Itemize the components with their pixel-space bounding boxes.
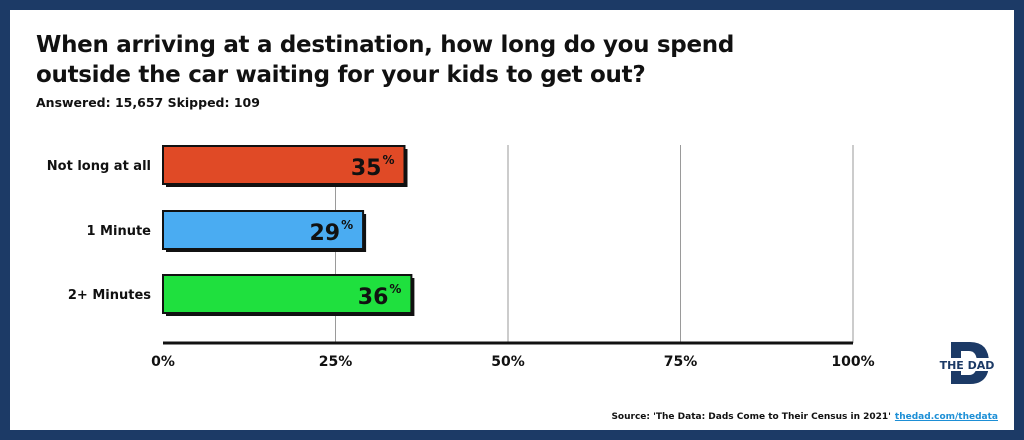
value-suffix: % — [341, 218, 353, 232]
x-tick-label: 50% — [491, 354, 525, 370]
category-label: 1 Minute — [86, 224, 151, 239]
source-text: Source: 'The Data: Dads Come to Their Ce… — [611, 412, 891, 422]
source-note: Source: 'The Data: Dads Come to Their Ce… — [611, 412, 998, 422]
bar — [162, 145, 406, 185]
value-suffix: % — [383, 153, 395, 167]
value-label: 36 — [358, 285, 389, 310]
value-label: 35 — [351, 156, 382, 181]
category-label: Not long at all — [47, 159, 151, 174]
x-tick-label: 100% — [831, 354, 874, 370]
bar — [162, 210, 365, 250]
response-stats: Answered: 15,657 Skipped: 109 — [36, 95, 260, 110]
chart-title: When arriving at a destination, how long… — [36, 32, 735, 88]
x-tick-label: 0% — [151, 354, 175, 370]
x-tick-label: 75% — [664, 354, 698, 370]
logo-text: THE DAD — [940, 359, 995, 372]
category-label: 2+ Minutes — [68, 288, 151, 303]
value-suffix: % — [389, 282, 401, 296]
bar — [162, 274, 413, 314]
value-label: 29 — [309, 221, 340, 246]
source-link[interactable]: thedad.com/thedata — [894, 412, 998, 422]
x-tick-label: 25% — [319, 354, 353, 370]
the-dad-logo: THE DAD — [937, 338, 997, 388]
